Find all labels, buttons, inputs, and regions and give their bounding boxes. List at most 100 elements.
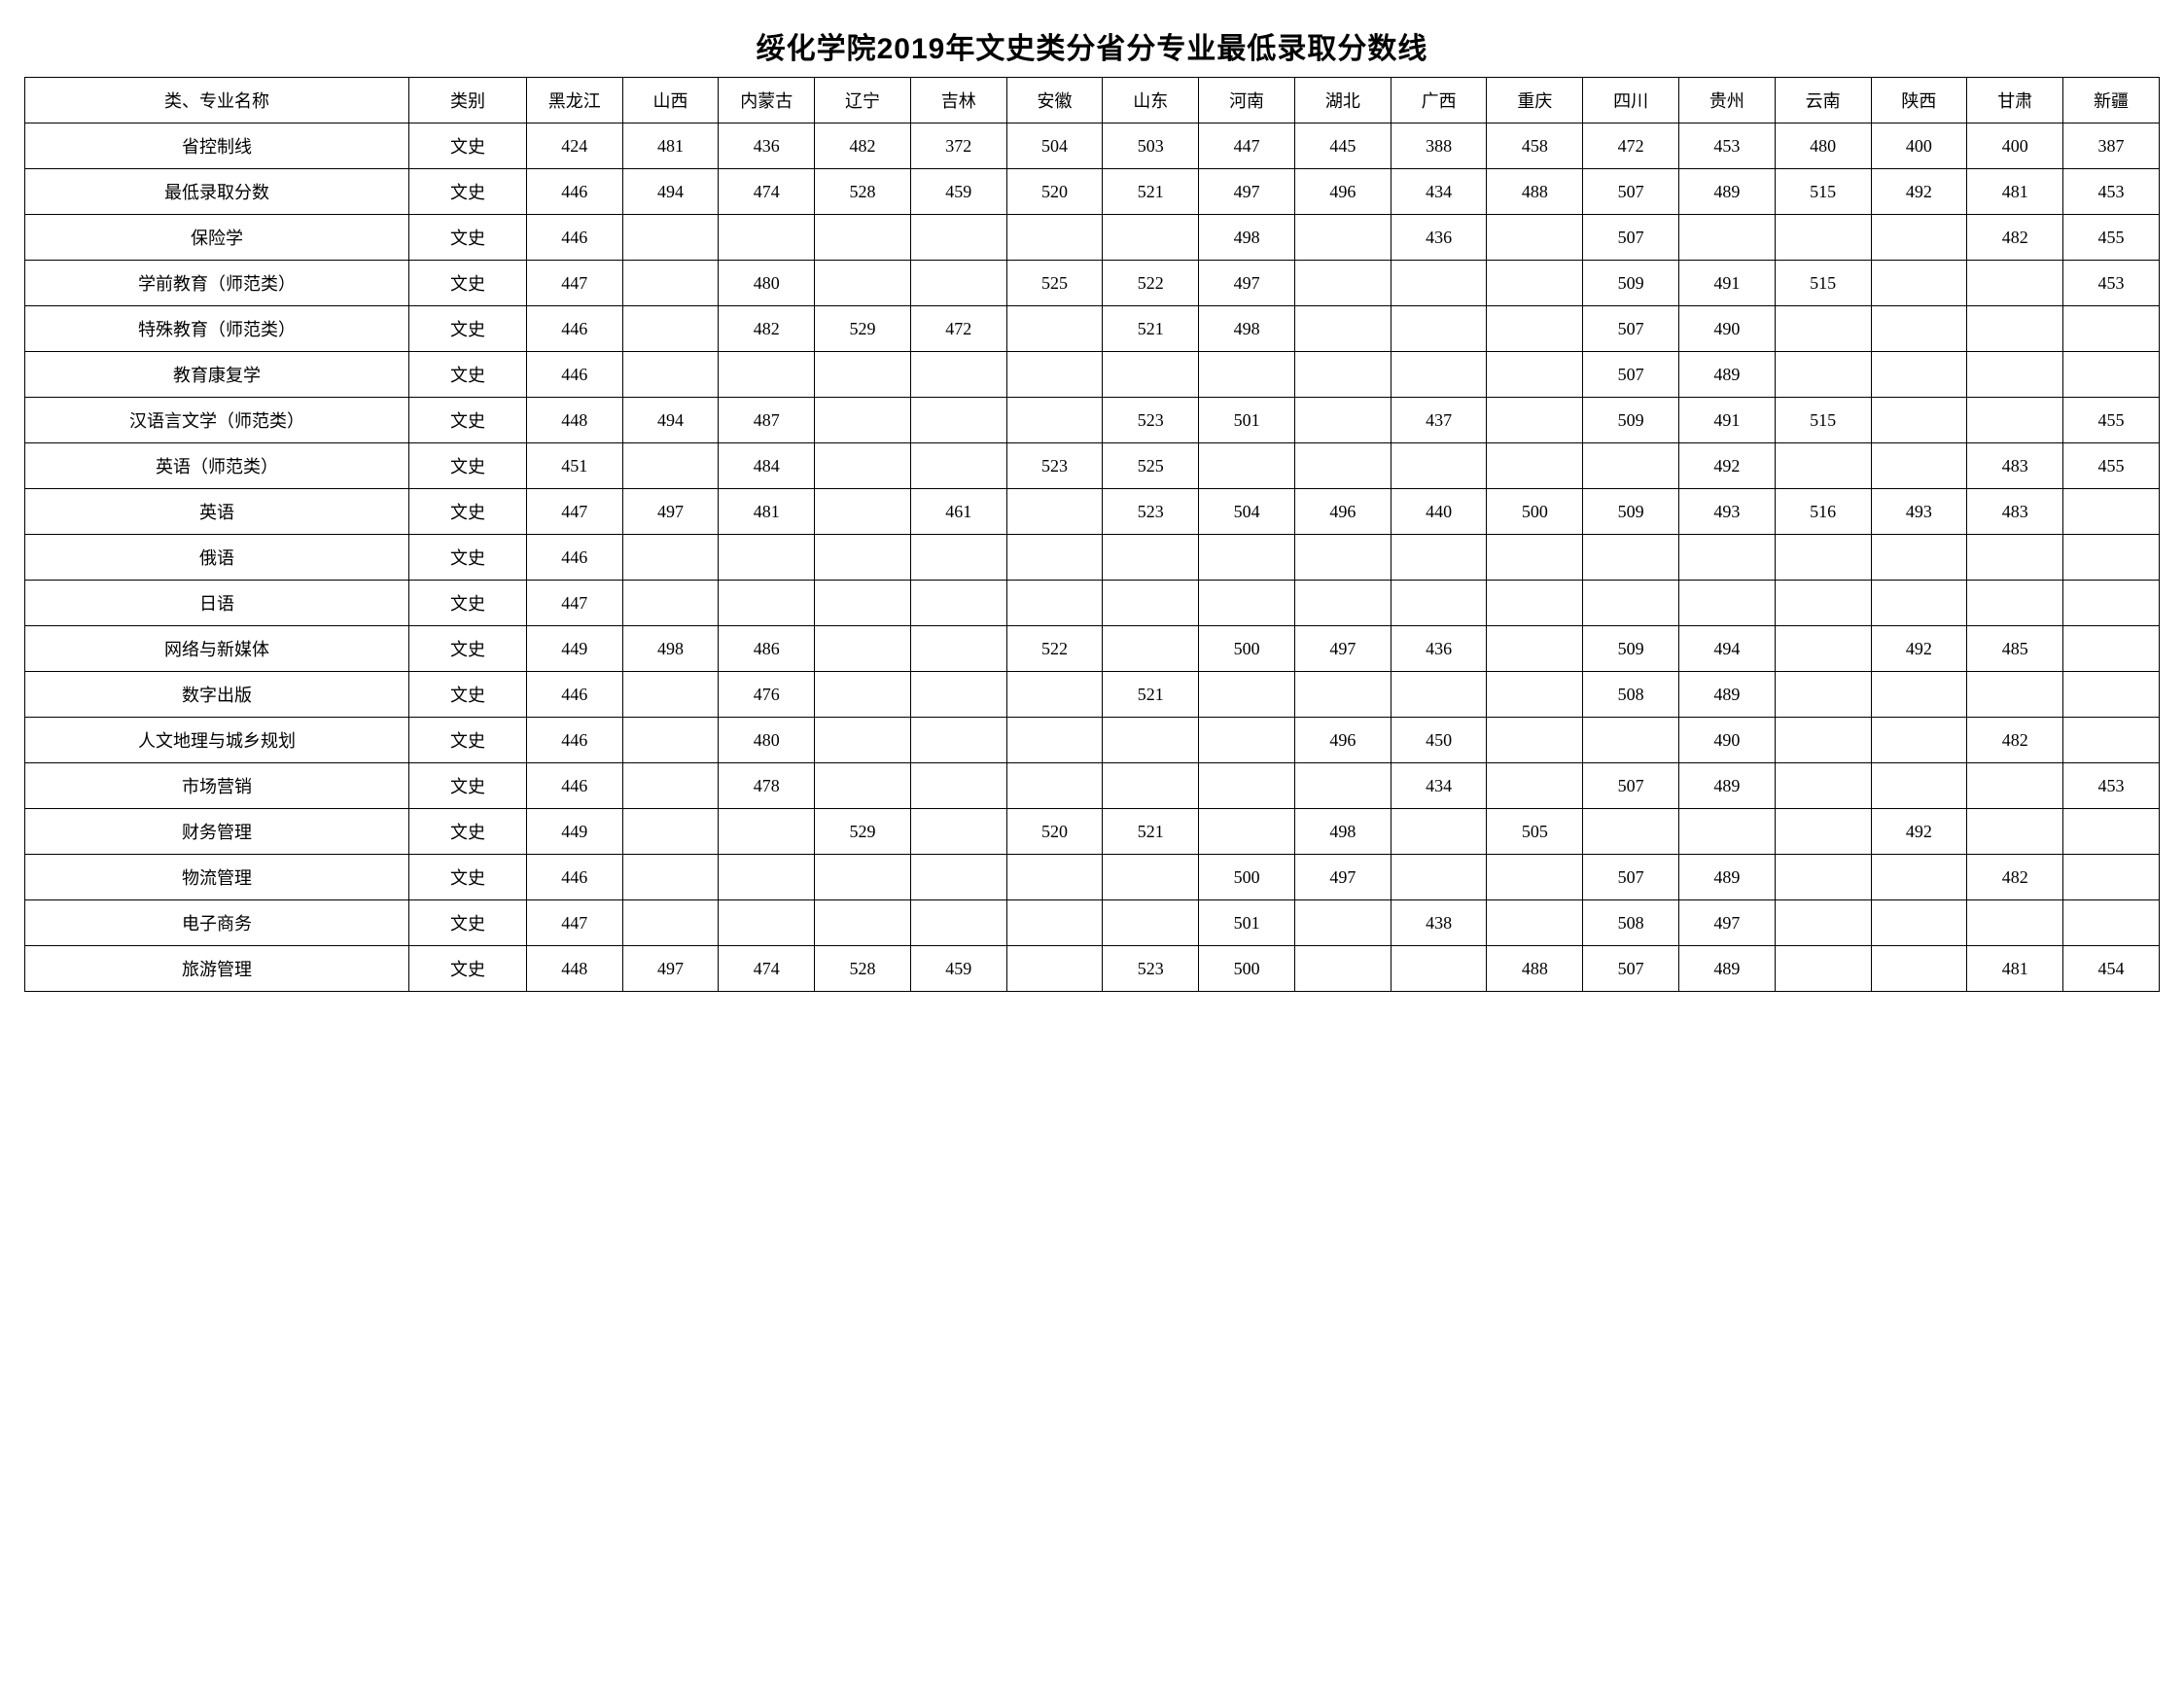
cell-category: 文史: [409, 672, 527, 718]
cell-score: [1199, 535, 1295, 581]
cell-score: [1294, 581, 1391, 626]
cell-score: [1679, 809, 1776, 855]
table-row: 俄语文史446: [25, 535, 2160, 581]
cell-score: [622, 763, 719, 809]
cell-score: [910, 900, 1006, 946]
table-row: 市场营销文史446478434507489453: [25, 763, 2160, 809]
cell-score: [1967, 809, 2063, 855]
cell-score: [1871, 718, 1967, 763]
cell-score: [622, 900, 719, 946]
cell-score: 480: [719, 261, 815, 306]
cell-major: 英语（师范类）: [25, 443, 409, 489]
cell-major: 特殊教育（师范类）: [25, 306, 409, 352]
cell-major: 物流管理: [25, 855, 409, 900]
cell-score: [2063, 489, 2160, 535]
cell-score: 434: [1391, 169, 1487, 215]
page-title: 绥化学院2019年文史类分省分专业最低录取分数线: [24, 24, 2160, 67]
cell-score: [1487, 581, 1583, 626]
cell-score: [1006, 535, 1103, 581]
cell-score: [1583, 809, 1679, 855]
cell-score: [1006, 763, 1103, 809]
cell-score: [815, 215, 911, 261]
cell-score: 529: [815, 306, 911, 352]
cell-score: [1967, 900, 2063, 946]
cell-score: [1967, 763, 2063, 809]
cell-score: 481: [1967, 946, 2063, 992]
cell-score: [1775, 443, 1871, 489]
cell-score: 521: [1103, 672, 1199, 718]
cell-score: 440: [1391, 489, 1487, 535]
cell-score: [1775, 809, 1871, 855]
cell-score: [1583, 718, 1679, 763]
cell-score: 482: [1967, 718, 2063, 763]
cell-score: [622, 855, 719, 900]
cell-score: [1199, 443, 1295, 489]
cell-score: 476: [719, 672, 815, 718]
cell-score: [1391, 581, 1487, 626]
cell-score: 488: [1487, 169, 1583, 215]
cell-score: 446: [526, 215, 622, 261]
cell-score: [1006, 581, 1103, 626]
cell-score: 509: [1583, 626, 1679, 672]
cell-score: [1294, 261, 1391, 306]
cell-score: 522: [1006, 626, 1103, 672]
cell-category: 文史: [409, 489, 527, 535]
cell-score: [1294, 763, 1391, 809]
cell-score: 528: [815, 169, 911, 215]
table-row: 保险学文史446498436507482455: [25, 215, 2160, 261]
cell-score: 494: [622, 398, 719, 443]
cell-score: [815, 900, 911, 946]
cell-score: [622, 261, 719, 306]
cell-score: 438: [1391, 900, 1487, 946]
cell-score: 521: [1103, 306, 1199, 352]
cell-score: [719, 900, 815, 946]
cell-score: [1871, 398, 1967, 443]
score-table: 类、专业名称类别黑龙江山西内蒙古辽宁吉林安徽山东河南湖北广西重庆四川贵州云南陕西…: [24, 77, 2160, 992]
cell-score: 528: [815, 946, 911, 992]
cell-score: 497: [1294, 626, 1391, 672]
cell-score: [1199, 763, 1295, 809]
cell-major: 最低录取分数: [25, 169, 409, 215]
cell-score: [1679, 581, 1776, 626]
cell-score: 497: [622, 946, 719, 992]
cell-score: [1006, 718, 1103, 763]
cell-score: [2063, 900, 2160, 946]
cell-score: [622, 535, 719, 581]
cell-score: 434: [1391, 763, 1487, 809]
table-row: 人文地理与城乡规划文史446480496450490482: [25, 718, 2160, 763]
cell-score: [815, 352, 911, 398]
cell-score: 508: [1583, 672, 1679, 718]
cell-score: 507: [1583, 306, 1679, 352]
cell-score: 507: [1583, 169, 1679, 215]
cell-score: 472: [910, 306, 1006, 352]
cell-score: [1871, 763, 1967, 809]
cell-score: 447: [526, 900, 622, 946]
cell-category: 文史: [409, 398, 527, 443]
cell-score: 497: [1199, 169, 1295, 215]
cell-score: 507: [1583, 946, 1679, 992]
cell-score: 501: [1199, 900, 1295, 946]
cell-category: 文史: [409, 535, 527, 581]
cell-score: [1103, 855, 1199, 900]
cell-score: 490: [1679, 306, 1776, 352]
cell-score: [1294, 672, 1391, 718]
cell-score: [1294, 215, 1391, 261]
cell-score: [815, 489, 911, 535]
cell-category: 文史: [409, 900, 527, 946]
cell-score: 489: [1679, 672, 1776, 718]
cell-score: [910, 535, 1006, 581]
cell-score: [719, 581, 815, 626]
cell-score: [2063, 809, 2160, 855]
cell-score: [719, 855, 815, 900]
cell-score: 521: [1103, 169, 1199, 215]
cell-score: 437: [1391, 398, 1487, 443]
cell-score: 485: [1967, 626, 2063, 672]
col-province: 黑龙江: [526, 78, 622, 123]
cell-score: [1775, 946, 1871, 992]
cell-score: 481: [622, 123, 719, 169]
cell-score: [910, 398, 1006, 443]
cell-score: [815, 855, 911, 900]
table-row: 财务管理文史449529520521498505492: [25, 809, 2160, 855]
cell-score: 522: [1103, 261, 1199, 306]
cell-score: 388: [1391, 123, 1487, 169]
